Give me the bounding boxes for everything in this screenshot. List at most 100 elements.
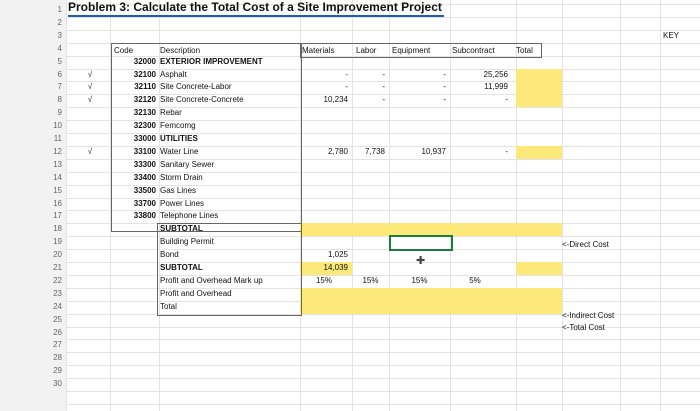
row-number[interactable]: 17 <box>53 211 62 221</box>
header-subcontract[interactable]: Subcontract <box>452 46 495 55</box>
materials-cost[interactable]: 2,780 <box>327 146 348 156</box>
item-description[interactable]: Telephone Lines <box>160 211 219 221</box>
summary-label[interactable]: SUBTOTAL <box>160 263 203 272</box>
row-number[interactable]: 13 <box>53 159 62 169</box>
row-number[interactable]: 27 <box>53 340 62 350</box>
row-number[interactable]: 30 <box>53 379 62 389</box>
item-code[interactable]: 33800 <box>133 211 156 221</box>
row-number[interactable]: 4 <box>57 43 62 53</box>
materials-cost[interactable]: 10,234 <box>323 95 348 105</box>
item-description[interactable]: Water Line <box>160 146 199 156</box>
item-description[interactable]: Femcomg <box>160 121 196 131</box>
note-indirect-cost[interactable]: <-Indirect Cost <box>562 311 615 320</box>
materials-cost[interactable]: - <box>345 69 348 79</box>
highlight-cell[interactable] <box>352 223 389 237</box>
row-number[interactable]: 3 <box>57 30 62 40</box>
highlight-cell[interactable] <box>352 287 389 301</box>
summary-label[interactable]: Profit and Overhead Mark up <box>160 275 263 285</box>
row-number[interactable]: 19 <box>53 237 62 247</box>
item-description[interactable]: Storm Drain <box>160 172 203 182</box>
highlight-cell[interactable] <box>516 94 562 108</box>
summary-label[interactable]: Profit and Overhead <box>160 288 232 298</box>
row-number[interactable]: 6 <box>57 69 62 79</box>
item-description[interactable]: Site Concrete-Labor <box>160 82 232 92</box>
item-description[interactable]: Asphalt <box>160 69 187 79</box>
item-code[interactable]: 33300 <box>133 159 156 169</box>
labor-cost[interactable]: - <box>382 82 385 92</box>
row-number[interactable]: 10 <box>53 121 62 131</box>
row-number[interactable]: 28 <box>53 353 62 363</box>
selected-cell[interactable] <box>389 235 453 251</box>
highlight-cell[interactable] <box>516 145 562 159</box>
equipment-cost[interactable]: - <box>443 95 446 105</box>
highlight-cell[interactable] <box>300 262 352 275</box>
item-code[interactable]: 32100 <box>133 69 156 79</box>
header-equipment[interactable]: Equipment <box>392 46 431 55</box>
item-code[interactable]: 32120 <box>133 95 156 105</box>
item-description[interactable]: UTILITIES <box>160 134 198 143</box>
summary-materials[interactable]: 1,025 <box>327 250 348 260</box>
summary-equipment[interactable]: 15% <box>411 275 428 285</box>
summary-materials[interactable]: 15% <box>315 275 332 285</box>
summary-labor[interactable]: 15% <box>362 275 379 285</box>
header-total[interactable]: Total <box>516 46 533 55</box>
row-number[interactable]: 22 <box>53 275 62 285</box>
row-number[interactable]: 8 <box>57 95 62 105</box>
equipment-cost[interactable]: - <box>443 82 446 92</box>
row-number[interactable]: 5 <box>57 56 62 66</box>
highlight-cell[interactable] <box>389 287 450 301</box>
highlight-cell[interactable] <box>450 300 516 314</box>
subcontract-cost[interactable]: 25,256 <box>483 69 508 79</box>
item-description[interactable]: Power Lines <box>160 198 205 208</box>
item-code[interactable]: 33000 <box>133 134 156 143</box>
summary-label[interactable]: Total <box>160 301 177 311</box>
item-code[interactable]: 33500 <box>133 185 156 195</box>
row-number[interactable]: 1 <box>57 5 62 14</box>
row-number[interactable]: 15 <box>53 185 62 195</box>
item-description[interactable]: Rebar <box>160 108 182 118</box>
check-mark[interactable]: √ <box>87 95 93 105</box>
summary-materials[interactable]: 14,039 <box>323 263 348 272</box>
row-number[interactable]: 2 <box>57 17 62 27</box>
highlight-cell[interactable] <box>450 287 516 301</box>
key-label[interactable]: KEY <box>663 31 680 40</box>
note-direct-cost[interactable]: <-Direct Cost <box>562 240 609 249</box>
row-number[interactable]: 18 <box>53 224 62 234</box>
row-number[interactable]: 11 <box>53 134 62 143</box>
highlight-cell[interactable] <box>450 223 516 237</box>
highlight-cell[interactable] <box>516 300 562 314</box>
row-number[interactable]: 16 <box>53 198 62 208</box>
highlight-cell[interactable] <box>516 262 562 275</box>
item-code[interactable]: 32130 <box>133 108 156 118</box>
subcontract-cost[interactable]: 11,999 <box>484 82 508 92</box>
highlight-cell[interactable] <box>300 300 352 314</box>
highlight-cell[interactable] <box>300 223 352 237</box>
row-number[interactable]: 20 <box>53 250 62 260</box>
header-description[interactable]: Description <box>160 46 201 55</box>
highlight-cell[interactable] <box>516 68 562 82</box>
summary-label[interactable]: Bond <box>160 250 179 260</box>
equipment-cost[interactable]: - <box>443 69 446 79</box>
row-number[interactable]: 24 <box>53 301 62 311</box>
labor-cost[interactable]: - <box>382 69 385 79</box>
highlight-cell[interactable] <box>300 287 352 301</box>
row-number[interactable]: 21 <box>53 263 62 272</box>
header-code[interactable]: Code <box>114 46 134 55</box>
labor-cost[interactable]: 7,738 <box>364 146 385 156</box>
highlight-cell[interactable] <box>352 300 389 314</box>
item-code[interactable]: 33100 <box>133 146 156 156</box>
item-description[interactable]: Gas Lines <box>160 185 197 195</box>
highlight-cell[interactable] <box>516 81 562 95</box>
highlight-cell[interactable] <box>516 223 562 237</box>
sheet-title[interactable]: Problem 3: Calculate the Total Cost of a… <box>68 0 444 17</box>
header-labor[interactable]: Labor <box>356 46 377 55</box>
item-code[interactable]: 32000 <box>133 56 156 66</box>
materials-cost[interactable]: - <box>345 82 348 92</box>
row-number[interactable]: 12 <box>53 146 62 156</box>
row-number[interactable]: 7 <box>57 82 62 92</box>
check-mark[interactable]: √ <box>87 146 93 156</box>
equipment-cost[interactable]: 10,937 <box>421 146 446 156</box>
item-code[interactable]: 32110 <box>134 82 156 92</box>
row-number[interactable]: 29 <box>53 366 62 376</box>
summary-label[interactable]: Building Permit <box>160 237 214 247</box>
